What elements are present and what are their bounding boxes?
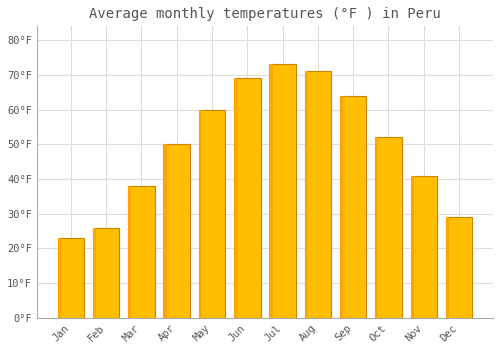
Bar: [446, 217, 472, 318]
Title: Average monthly temperatures (°F ) in Peru: Average monthly temperatures (°F ) in Pe…: [89, 7, 441, 21]
Bar: [234, 78, 260, 318]
Bar: [340, 96, 366, 318]
Bar: [198, 110, 225, 318]
Bar: [375, 137, 378, 318]
Bar: [446, 217, 449, 318]
Bar: [93, 228, 120, 318]
Bar: [128, 186, 154, 318]
Bar: [304, 71, 331, 318]
Bar: [270, 64, 296, 318]
Bar: [164, 144, 166, 318]
Bar: [340, 96, 343, 318]
Bar: [58, 238, 84, 318]
Bar: [164, 144, 190, 318]
Bar: [58, 238, 60, 318]
Bar: [128, 186, 132, 318]
Bar: [410, 176, 437, 318]
Bar: [198, 110, 202, 318]
Bar: [93, 228, 96, 318]
Bar: [234, 78, 237, 318]
Bar: [410, 176, 414, 318]
Bar: [270, 64, 272, 318]
Bar: [375, 137, 402, 318]
Bar: [304, 71, 308, 318]
